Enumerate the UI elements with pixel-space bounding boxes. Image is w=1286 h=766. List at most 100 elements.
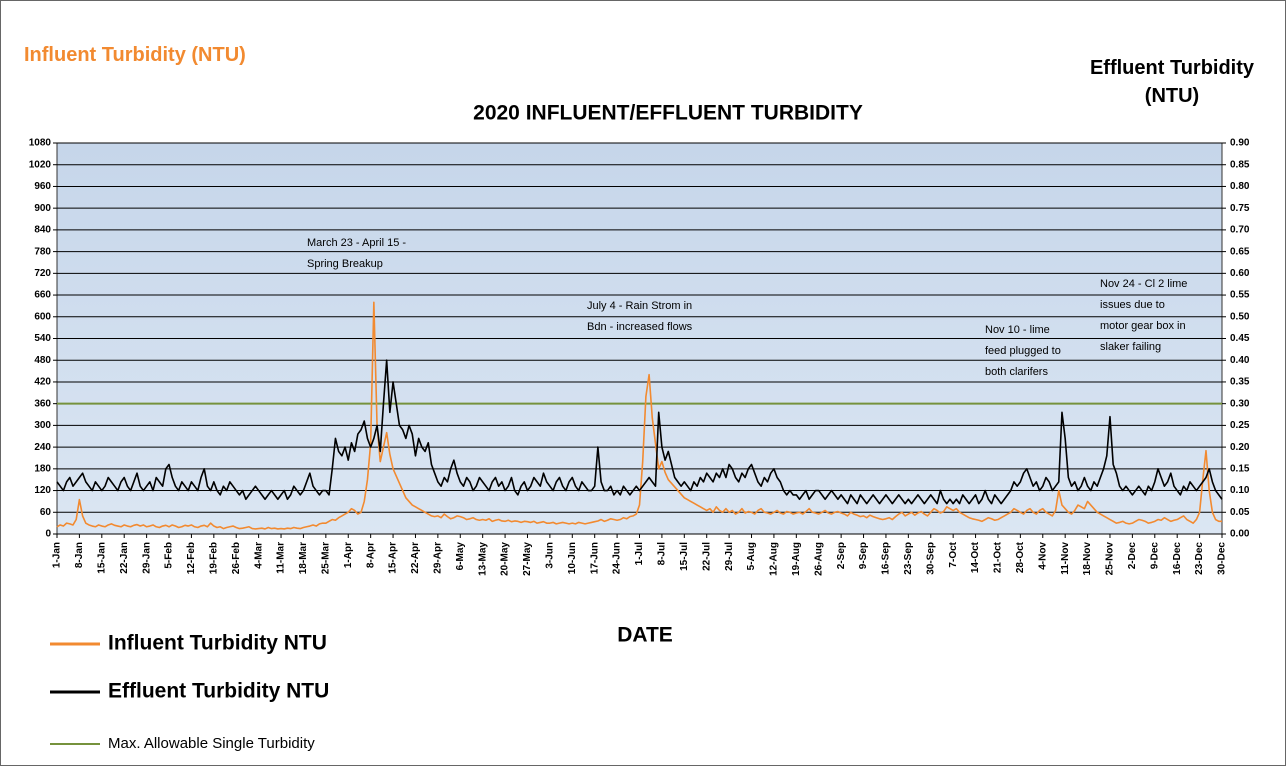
y2-tick-label: 0.05 <box>1230 507 1250 518</box>
x-tick-label: 22-Apr <box>410 542 421 574</box>
x-tick-label: 23-Sep <box>903 542 914 575</box>
y2-tick-label: 0.85 <box>1230 159 1250 170</box>
y-tick-label: 60 <box>40 507 52 518</box>
x-tick-label: 15-Jan <box>96 542 107 574</box>
annotation: both clarifers <box>985 366 1048 378</box>
legend-label: Effluent Turbidity NTU <box>108 680 329 703</box>
y-tick-label: 660 <box>34 290 51 301</box>
x-tick-label: 23-Dec <box>1194 542 1205 575</box>
x-tick-label: 4-Mar <box>253 542 264 569</box>
y-tick-label: 540 <box>34 333 51 344</box>
x-tick-label: 4-Nov <box>1037 542 1048 570</box>
x-tick-label: 10-Jun <box>567 542 578 574</box>
x-tick-label: 29-Jul <box>724 542 735 571</box>
y2-tick-label: 0.90 <box>1230 138 1250 149</box>
y2-axis-label: Effluent Turbidity (NTU) <box>1089 57 1255 107</box>
y-tick-label: 1080 <box>29 138 52 149</box>
y-tick-label: 180 <box>34 463 51 474</box>
x-tick-label: 2-Dec <box>1127 542 1138 570</box>
x-tick-label: 30-Sep <box>925 542 936 575</box>
y-tick-label: 240 <box>34 442 51 453</box>
x-tick-label: 1-Jan <box>52 542 63 568</box>
x-tick-label: 26-Aug <box>813 542 824 576</box>
x-tick-label: 8-Jul <box>657 542 668 566</box>
y-tick-label: 480 <box>34 355 51 366</box>
y2-tick-label: 0.00 <box>1230 529 1250 540</box>
y-tick-label: 1020 <box>29 159 52 170</box>
x-tick-label: 21-Oct <box>993 541 1004 573</box>
x-tick-label: 22-Jan <box>119 542 130 574</box>
annotation: Bdn - increased flows <box>587 321 693 333</box>
x-tick-label: 25-Nov <box>1105 542 1116 576</box>
legend-label: Influent Turbidity NTU <box>108 632 327 655</box>
y-tick-label: 420 <box>34 377 51 388</box>
x-tick-label: 8-Apr <box>365 542 376 568</box>
x-tick-label: 19-Feb <box>208 542 219 574</box>
x-tick-label: 15-Jul <box>679 542 690 571</box>
x-tick-label: 25-Mar <box>320 542 331 574</box>
chart-title: 2020 INFLUENT/EFFLUENT TURBIDITY <box>473 102 863 125</box>
x-tick-label: 7-Oct <box>948 541 959 567</box>
x-tick-label: 11-Mar <box>276 542 287 574</box>
y2-tick-label: 0.45 <box>1230 333 1250 344</box>
x-tick-label: 19-Aug <box>791 542 802 576</box>
x-tick-label: 24-Jun <box>612 542 623 574</box>
y2-tick-label: 0.50 <box>1230 311 1250 322</box>
annotation: March 23 - April 15 - <box>307 237 406 249</box>
y2-tick-label: 0.25 <box>1230 420 1250 431</box>
x-tick-label: 14-Oct <box>970 541 981 573</box>
annotation: slaker failing <box>1100 341 1161 353</box>
y-tick-label: 720 <box>34 268 51 279</box>
annotation: feed plugged to <box>985 345 1061 357</box>
y2-tick-label: 0.20 <box>1230 442 1250 453</box>
x-tick-label: 30-Dec <box>1217 542 1228 575</box>
y-tick-label: 960 <box>34 181 51 192</box>
x-tick-label: 8-Jan <box>74 542 85 568</box>
y2-tick-label: 0.80 <box>1230 181 1250 192</box>
x-tick-label: 22-Jul <box>701 542 712 571</box>
y2-tick-label: 0.40 <box>1230 355 1250 366</box>
x-tick-label: 12-Aug <box>769 542 780 576</box>
x-tick-label: 11-Nov <box>1060 542 1071 575</box>
y-tick-label: 0 <box>45 529 51 540</box>
x-tick-label: 16-Dec <box>1172 542 1183 575</box>
x-tick-label: 3-Jun <box>545 542 556 569</box>
x-tick-label: 2-Sep <box>836 542 847 569</box>
y2-tick-label: 0.35 <box>1230 377 1250 388</box>
x-tick-label: 5-Feb <box>164 542 175 569</box>
annotation: Spring Breakup <box>307 258 383 270</box>
annotation: Nov 24 - Cl 2 lime <box>1100 278 1187 290</box>
y-tick-label: 600 <box>34 311 51 322</box>
y-axis-label: Influent Turbidity (NTU) <box>24 44 246 66</box>
annotation: July 4 - Rain Strom in <box>587 300 692 312</box>
y-tick-label: 840 <box>34 225 51 236</box>
x-tick-label: 29-Apr <box>433 542 444 574</box>
annotation: issues due to <box>1100 299 1165 311</box>
y2-tick-label: 0.65 <box>1230 246 1250 257</box>
series-line <box>56 359 1223 505</box>
x-tick-label: 5-Aug <box>746 542 757 570</box>
y-tick-label: 780 <box>34 246 51 257</box>
series-line <box>56 301 1222 530</box>
x-tick-label: 6-May <box>455 542 466 571</box>
x-tick-label: 28-Oct <box>1015 541 1026 573</box>
y2-tick-label: 0.60 <box>1230 268 1250 279</box>
y2-tick-label: 0.75 <box>1230 203 1250 214</box>
annotation: motor gear box in <box>1100 320 1186 332</box>
x-tick-label: 13-May <box>477 542 488 576</box>
x-tick-label: 27-May <box>522 542 533 576</box>
y2-tick-label: 0.70 <box>1230 225 1250 236</box>
x-tick-label: 18-Nov <box>1082 542 1093 576</box>
x-tick-label: 16-Sep <box>881 542 892 575</box>
x-tick-label: 15-Apr <box>388 542 399 574</box>
x-tick-label: 17-Jun <box>589 542 600 574</box>
y-tick-label: 300 <box>34 420 51 431</box>
y-tick-label: 900 <box>34 203 51 214</box>
x-tick-label: 12-Feb <box>186 542 197 574</box>
y-tick-label: 120 <box>34 485 51 496</box>
x-tick-label: 9-Dec <box>1149 542 1160 570</box>
y2-tick-label: 0.55 <box>1230 290 1250 301</box>
x-tick-label: 20-May <box>500 542 511 576</box>
x-axis-label: DATE <box>617 624 673 647</box>
